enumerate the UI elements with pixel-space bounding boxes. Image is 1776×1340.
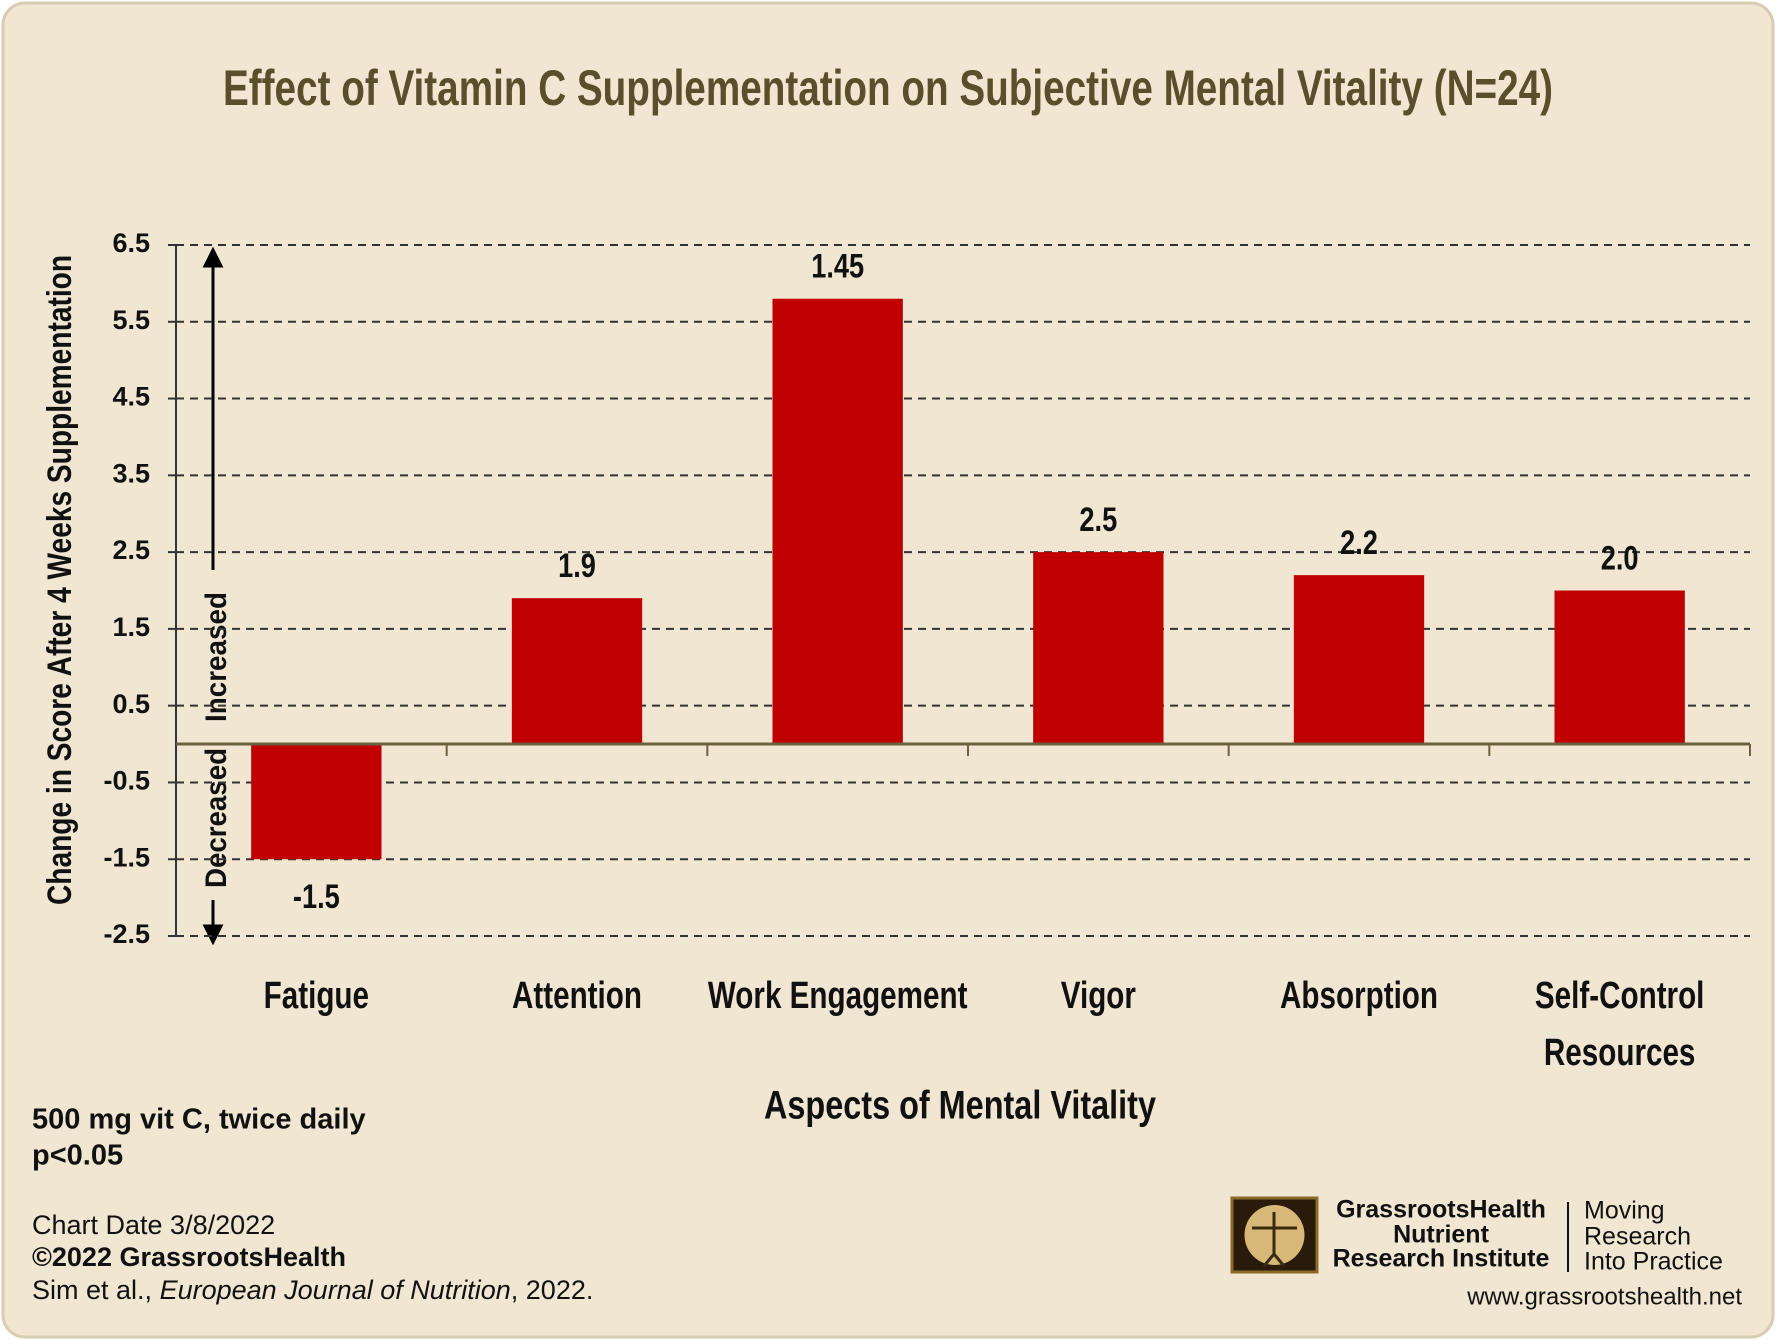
- x-axis-label: Aspects of Mental Vitality: [764, 1084, 1157, 1128]
- x-tick-label-line: Self-Control: [1535, 975, 1705, 1017]
- significance-note: p<0.05: [32, 1140, 123, 1172]
- y-tick-label: 5.5: [112, 305, 150, 335]
- y-tick-label: 1.5: [112, 612, 150, 642]
- data-label: 2.0: [1601, 539, 1639, 578]
- logo-tagline: Moving: [1584, 1197, 1665, 1225]
- x-tick-label: Fatigue: [264, 975, 369, 1017]
- logo-url: www.grassrootshealth.net: [1466, 1283, 1742, 1310]
- citation-year: , 2022.: [511, 1275, 594, 1305]
- x-tick-label-line: Resources: [1544, 1032, 1696, 1074]
- increased-label: Increased: [200, 592, 233, 722]
- logo-tagline: Into Practice: [1584, 1248, 1723, 1276]
- y-tick-label: -0.5: [103, 766, 150, 796]
- y-tick-label: -1.5: [103, 842, 150, 872]
- x-tick-label: Self-Control Resources: [1535, 975, 1705, 1074]
- bar: [772, 298, 903, 745]
- bar: [251, 744, 382, 860]
- data-label: -1.5: [293, 877, 340, 916]
- direction-arrows: [202, 246, 224, 946]
- bar: [1293, 575, 1425, 745]
- y-tick-label: 4.5: [112, 382, 150, 412]
- data-label: 2.2: [1340, 523, 1378, 562]
- logo: GrassrootsHealth Nutrient Research Insti…: [1230, 1196, 1742, 1310]
- bar: [1033, 552, 1164, 745]
- logo-tagline: Research: [1584, 1223, 1691, 1251]
- decreased-label: Decreased: [200, 748, 233, 888]
- data-label: 1.45: [811, 247, 864, 286]
- y-tick-label: 2.5: [112, 535, 150, 565]
- x-tick-label: Vigor: [1061, 975, 1136, 1017]
- citation: Sim et al., European Journal of Nutritio…: [32, 1275, 593, 1305]
- chart-title: Effect of Vitamin C Supplementation on S…: [223, 60, 1553, 116]
- y-tick-label: -2.5: [103, 919, 150, 949]
- bar: [511, 598, 643, 745]
- citation-journal: European Journal of Nutrition: [160, 1275, 511, 1305]
- x-tick-label: Absorption: [1280, 975, 1438, 1017]
- y-tick-label: 0.5: [112, 689, 150, 719]
- logo-line: Nutrient: [1393, 1221, 1490, 1249]
- x-tick-label: Work Engagement: [708, 975, 968, 1017]
- up-arrowhead: [202, 246, 224, 268]
- logo-line: Research Institute: [1333, 1245, 1550, 1273]
- citation-authors: Sim et al.,: [32, 1275, 152, 1305]
- y-tick-label: 6.5: [112, 228, 150, 258]
- down-arrowhead: [202, 924, 224, 946]
- data-label: 1.9: [558, 546, 596, 585]
- dose-note: 500 mg vit C, twice daily: [32, 1104, 366, 1136]
- logo-line: GrassrootsHealth: [1336, 1196, 1546, 1224]
- y-tick-label: 3.5: [112, 458, 150, 488]
- chart-date: Chart Date 3/8/2022: [32, 1210, 275, 1240]
- bar: [1554, 590, 1685, 745]
- copyright: ©2022 GrassrootsHealth: [32, 1242, 346, 1272]
- data-label: 2.5: [1079, 500, 1117, 539]
- y-axis-label: Change in Score After 4 Weeks Supplement…: [41, 255, 79, 905]
- logo-figure: [1252, 1212, 1297, 1267]
- x-tick-label: Attention: [512, 975, 642, 1017]
